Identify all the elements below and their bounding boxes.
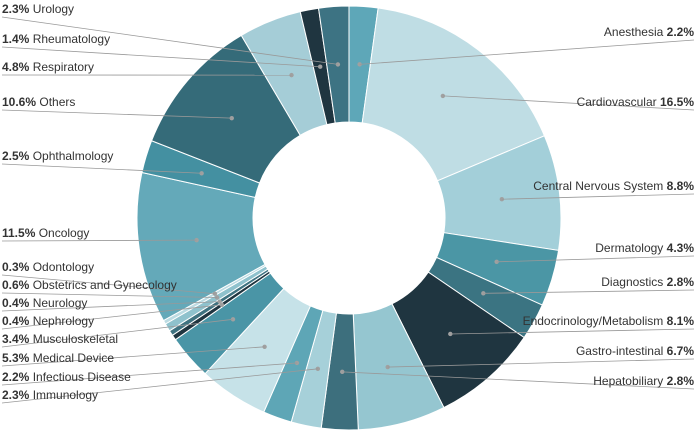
leader-dot-others	[229, 115, 234, 121]
leader-line-diagnostics	[483, 289, 695, 294]
label-respiratory: 4.8% Respiratory	[2, 60, 94, 74]
leader-line-endocrinology-metabolism	[450, 328, 695, 335]
leader-line-rheumatology	[1, 46, 321, 68]
leader-line-urology	[1, 16, 338, 65]
leader-dot-endocrinology-metabolism	[448, 331, 453, 337]
leader-line-obstetrics-and-gynecology	[1, 292, 218, 298]
leader-line-odontology	[1, 274, 215, 295]
leader-line-medical-device	[1, 346, 265, 367]
leader-line-gastro-intestinal	[387, 358, 695, 368]
label-others: 10.6% Others	[2, 95, 75, 109]
label-obstetrics-and-gynecology: 0.6% Obstetrics and Gynecology	[2, 278, 177, 292]
leader-dot-diagnostics	[481, 291, 486, 296]
leader-dot-gastro-intestinal	[385, 364, 390, 370]
leader-dot-cardiovascular	[440, 93, 446, 99]
leader-line-immunology	[1, 368, 318, 404]
leader-line-hepatobiliary	[342, 371, 695, 390]
slice-urology	[317, 5, 350, 124]
label-endocrinology-metabolism: Endocrinology/Metabolism 8.1%	[523, 314, 695, 328]
leader-dot-anesthesia	[357, 62, 362, 67]
label-nephrology: 0.4% Nephrology	[2, 314, 94, 328]
label-musculoskeletal: 3.4% Musculoskeletal	[2, 332, 118, 346]
leader-line-others	[1, 109, 232, 119]
label-cardiovascular: Cardiovascular 16.5%	[577, 95, 695, 109]
leader-line-cardiovascular	[442, 95, 695, 111]
label-urology: 2.3% Urology	[2, 2, 74, 16]
label-oncology: 11.5% Oncology	[2, 226, 89, 240]
label-neurology: 0.4% Neurology	[2, 296, 87, 310]
leader-line-nephrology	[1, 304, 222, 330]
leader-dot-dermatology	[494, 259, 499, 265]
leader-lines	[1, 16, 695, 404]
label-gastro-intestinal: Gastro-intestinal 6.7%	[576, 344, 694, 358]
leader-line-anesthesia	[359, 39, 695, 65]
leader-dot-nephrology	[219, 302, 224, 308]
label-rheumatology: 1.4% Rheumatology	[2, 32, 110, 46]
label-ophthalmology: 2.5% Ophthalmology	[2, 149, 113, 163]
leader-line-infectious-disease	[1, 362, 297, 386]
leader-line-neurology	[1, 301, 220, 312]
label-central-nervous-system: Central Nervous System 8.8%	[533, 179, 694, 193]
donut-slices	[136, 5, 562, 431]
leader-line-oncology	[1, 239, 197, 242]
leader-dot-hepatobiliary	[340, 369, 345, 375]
leader-line-central-nervous-system	[501, 193, 695, 200]
label-diagnostics: Diagnostics 2.8%	[601, 275, 694, 289]
label-dermatology: Dermatology 4.3%	[595, 241, 694, 255]
label-hepatobiliary: Hepatobiliary 2.8%	[593, 374, 694, 388]
label-anesthesia: Anesthesia 2.2%	[604, 25, 694, 39]
leader-dot-immunology	[315, 366, 321, 372]
leader-line-dermatology	[496, 255, 695, 263]
leader-dot-musculoskeletal	[230, 317, 236, 322]
label-medical-device: 5.3% Medical Device	[2, 351, 114, 365]
leader-line-musculoskeletal	[1, 318, 234, 348]
slice-cardiovascular	[361, 7, 546, 182]
label-infectious-disease: 2.2% Infectious Disease	[2, 370, 131, 384]
label-immunology: 2.3% Immunology	[2, 388, 98, 402]
label-odontology: 0.3% Odontology	[2, 260, 94, 274]
leader-line-ophthalmology	[1, 163, 202, 174]
slice-labels: Anesthesia 2.2% Cardiovascular 16.5% Centr…	[2, 2, 694, 402]
